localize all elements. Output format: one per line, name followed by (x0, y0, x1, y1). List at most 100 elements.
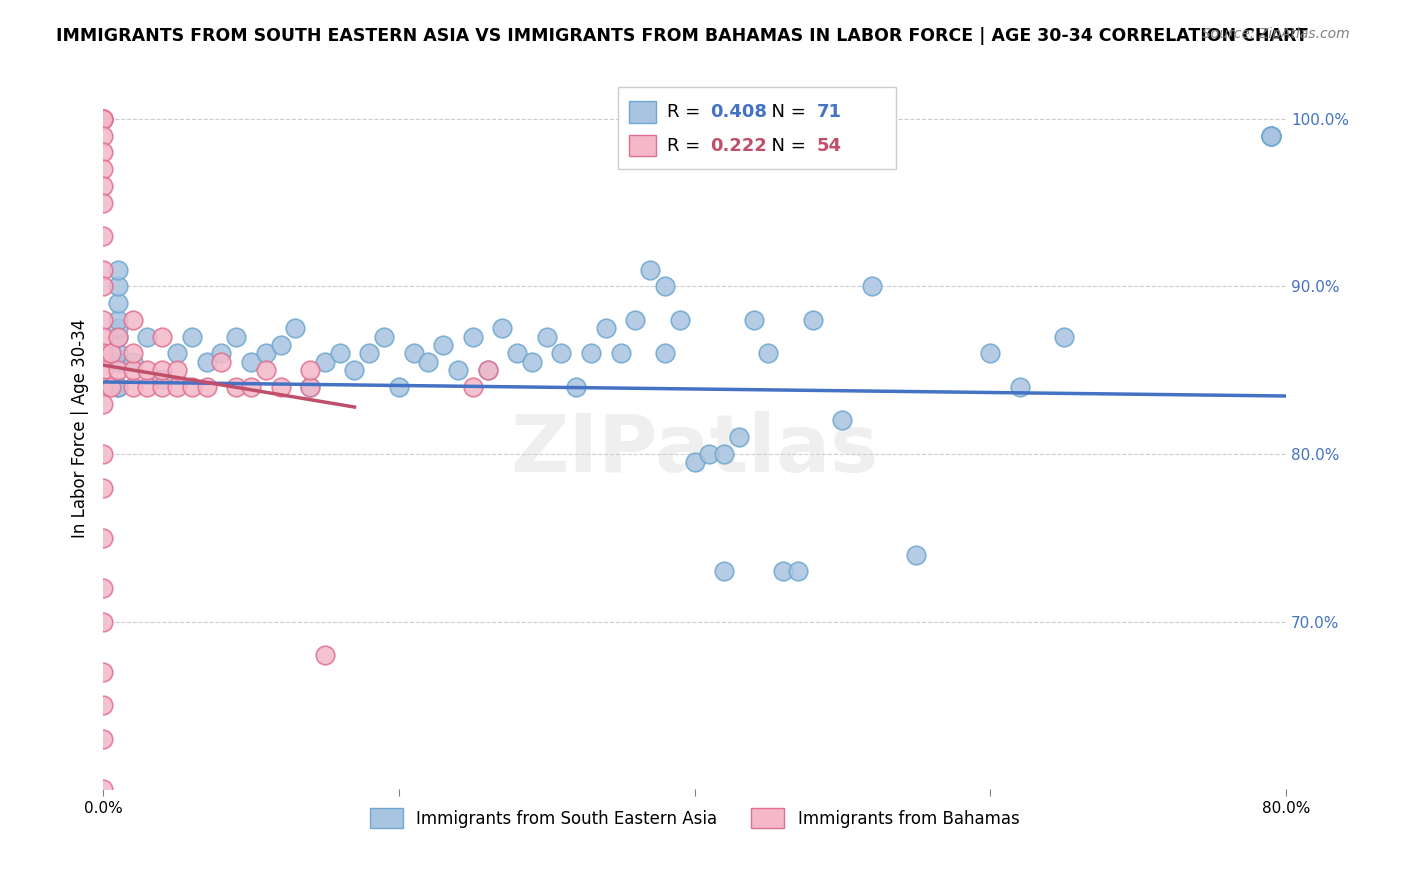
Point (418, 355, 440, 369)
Point (136, 363, 159, 377)
Point (758, 346, 780, 360)
Point (299, 380, 322, 394)
Point (91, 380, 114, 394)
Point (121, 363, 143, 377)
Text: Source: ZipAtlas.com: Source: ZipAtlas.com (1202, 27, 1350, 41)
Point (150, 371, 173, 385)
Point (624, 313, 647, 327)
Point (107, 380, 129, 394)
Point (1260, 128, 1282, 143)
Text: 54: 54 (817, 136, 841, 154)
Point (107, 346, 129, 360)
Point (699, 447, 721, 461)
Point (314, 648, 336, 662)
Point (240, 355, 263, 369)
Point (91, 229, 114, 244)
Text: 0.408: 0.408 (710, 103, 766, 120)
Y-axis label: In Labor Force | Age 30-34: In Labor Force | Age 30-34 (72, 319, 89, 539)
Point (91, 162, 114, 177)
Point (359, 346, 381, 360)
Point (1260, 128, 1282, 143)
Point (373, 329, 395, 343)
Point (728, 430, 751, 444)
Point (388, 380, 411, 394)
Point (550, 346, 572, 360)
Point (107, 313, 129, 327)
Point (270, 338, 292, 352)
Point (742, 313, 765, 327)
Point (314, 355, 336, 369)
Point (1260, 128, 1282, 143)
Point (180, 380, 202, 394)
Point (107, 296, 129, 310)
FancyBboxPatch shape (630, 135, 655, 156)
Point (579, 346, 602, 360)
Legend: Immigrants from South Eastern Asia, Immigrants from Bahamas: Immigrants from South Eastern Asia, Immi… (363, 801, 1026, 835)
Point (136, 329, 159, 343)
Text: 71: 71 (817, 103, 841, 120)
Text: R =: R = (668, 103, 706, 120)
Point (565, 380, 588, 394)
Point (477, 363, 499, 377)
Point (343, 363, 366, 377)
Point (91, 782, 114, 797)
Point (254, 363, 277, 377)
Point (91, 665, 114, 679)
Point (91, 346, 114, 360)
Point (107, 355, 129, 369)
Point (683, 455, 706, 469)
Point (107, 279, 129, 293)
Point (150, 363, 173, 377)
Point (270, 380, 292, 394)
Point (121, 380, 143, 394)
Point (121, 346, 143, 360)
Point (447, 363, 470, 377)
Point (107, 380, 129, 394)
Point (91, 615, 114, 629)
Point (329, 346, 352, 360)
Point (477, 363, 499, 377)
Point (91, 698, 114, 713)
Point (91, 279, 114, 293)
Point (107, 329, 129, 343)
Point (225, 329, 247, 343)
Point (136, 380, 159, 394)
Point (91, 313, 114, 327)
Point (166, 380, 188, 394)
Text: ZIPatlas: ZIPatlas (510, 411, 879, 490)
Point (1008, 380, 1031, 394)
Point (195, 380, 218, 394)
Point (195, 355, 218, 369)
FancyBboxPatch shape (630, 101, 655, 122)
Point (491, 321, 513, 335)
Point (713, 565, 735, 579)
Point (787, 565, 810, 579)
Point (299, 363, 322, 377)
Text: N =: N = (759, 136, 811, 154)
Point (654, 346, 676, 360)
Point (209, 355, 232, 369)
Point (91, 262, 114, 277)
Point (225, 380, 247, 394)
Point (772, 565, 794, 579)
Point (506, 346, 529, 360)
Point (91, 112, 114, 126)
Point (91, 128, 114, 143)
Point (905, 548, 928, 562)
Point (121, 313, 143, 327)
Point (121, 355, 143, 369)
Point (91, 112, 114, 126)
FancyBboxPatch shape (617, 87, 896, 169)
Point (520, 355, 543, 369)
Point (91, 112, 114, 126)
Point (150, 380, 173, 394)
Point (166, 346, 188, 360)
Point (713, 447, 735, 461)
Point (107, 321, 129, 335)
Point (91, 397, 114, 411)
Point (595, 321, 617, 335)
Point (91, 178, 114, 193)
Point (91, 329, 114, 343)
Point (107, 262, 129, 277)
Point (432, 338, 454, 352)
